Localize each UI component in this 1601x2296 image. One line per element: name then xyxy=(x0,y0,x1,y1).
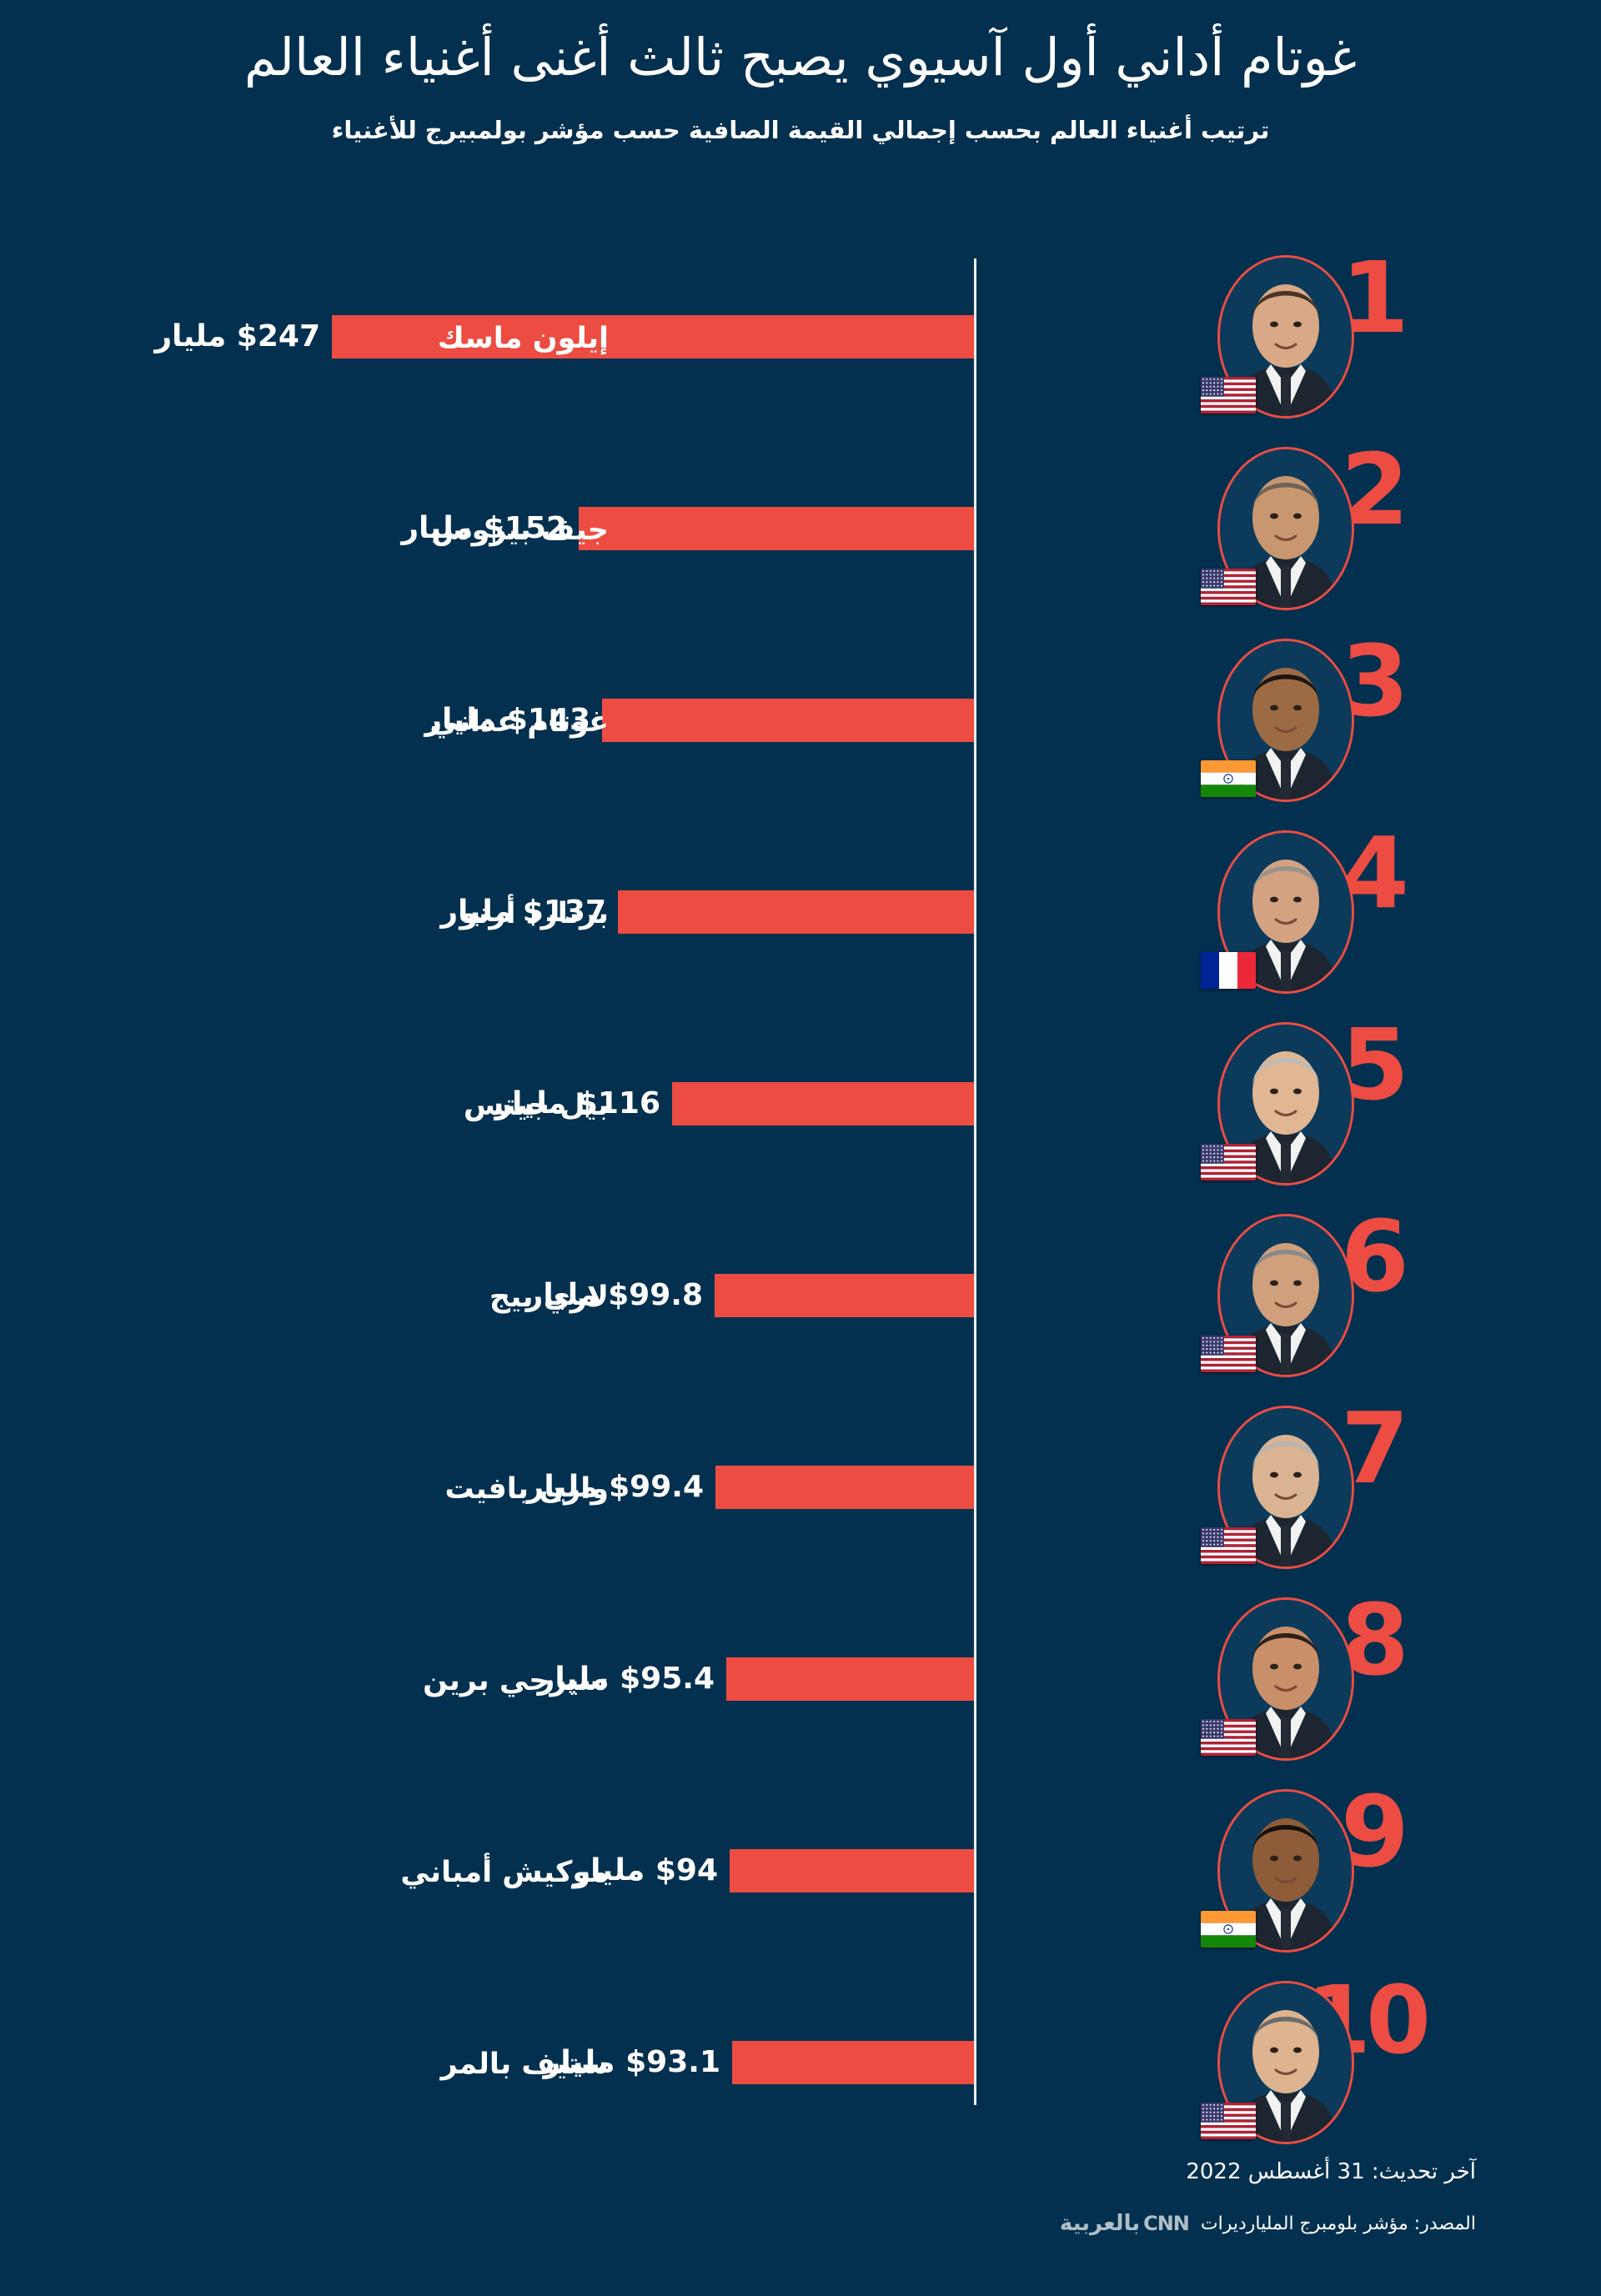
value-bar xyxy=(726,1657,974,1701)
portrait-larry-page xyxy=(1217,1214,1354,1377)
person-name: بيل جيتس xyxy=(463,1089,609,1122)
value-label: $137 مليار xyxy=(440,895,606,929)
person-name: جيف بيزوس xyxy=(431,514,609,547)
india-flag-icon xyxy=(1201,760,1256,797)
value-bar xyxy=(715,1466,974,1509)
value-bar xyxy=(602,699,974,742)
table-row: $99.4 مليار وارن بافيت 7 xyxy=(0,1399,1601,1592)
table-row: $93.1 مليار ستيف بالمر 10 xyxy=(0,1974,1601,2168)
portrait-group: 8 xyxy=(1192,1586,1409,1777)
bar-chart: $247 مليار إيلون ماسك 1 $152 مليار جيف بيزوس… xyxy=(0,248,1601,2144)
face-icon xyxy=(1220,449,1352,608)
value-bar xyxy=(579,507,974,550)
cnn-arabic-logo: CNN بالعربية xyxy=(1059,2211,1190,2236)
source-label: المصدر: مؤشر بلومبرج المليارديرات xyxy=(1200,2213,1476,2234)
cnn-logo-text: بالعربية xyxy=(1059,2211,1141,2236)
value-label: $152 مليار xyxy=(401,511,567,545)
portrait-group: 6 xyxy=(1192,1202,1409,1394)
us-flag-icon xyxy=(1201,1336,1256,1372)
portrait-elon-musk xyxy=(1217,255,1354,419)
header: غوتام أداني أول آسيوي يصبح ثالث أغنى أغن… xyxy=(0,0,1601,145)
bar-group: $143 مليار xyxy=(424,699,974,742)
us-flag-icon xyxy=(1201,1719,1256,1756)
person-name: إيلون ماسك xyxy=(437,322,609,355)
portrait-group: 10 xyxy=(1192,1969,1431,2161)
value-bar xyxy=(732,2041,974,2084)
portrait-group: 2 xyxy=(1192,435,1409,627)
value-bar xyxy=(730,1849,974,1892)
table-row: $137 مليار برنارد أرنو 4 xyxy=(0,824,1601,1017)
chart-axis-line xyxy=(974,258,976,2105)
bar-group: $99.8 مليار xyxy=(526,1274,974,1317)
table-row: $247 مليار إيلون ماسك 1 xyxy=(0,248,1601,442)
person-name: برنارد أرنو xyxy=(459,897,609,930)
portrait-group: 5 xyxy=(1192,1010,1409,1202)
face-icon xyxy=(1220,1025,1352,1183)
bar-group: $93.1 مليار xyxy=(544,2041,974,2084)
us-flag-icon xyxy=(1201,377,1256,414)
table-row: $94 مليار موكيش أمباني 9 xyxy=(0,1782,1601,1976)
bar-group: $152 مليار xyxy=(401,507,974,550)
us-flag-icon xyxy=(1201,1144,1256,1181)
bar-group: $137 مليار xyxy=(440,890,974,934)
value-label: $116 مليار xyxy=(494,1086,660,1120)
person-name: ستيف بالمر xyxy=(440,2048,609,2081)
value-bar xyxy=(715,1274,974,1317)
source-row: المصدر: مؤشر بلومبرج المليارديرات CNN با… xyxy=(1060,2211,1476,2236)
table-row: $152 مليار جيف بيزوس 2 xyxy=(0,440,1601,634)
table-row: $116 مليار بيل جيتس 5 xyxy=(0,1015,1601,1209)
last-updated: آخر تحديث: 31 أغسطس 2022 xyxy=(1186,2159,1476,2184)
cnn-logo-mark: CNN xyxy=(1143,2212,1190,2235)
person-name: لاري بيج xyxy=(489,1281,609,1314)
value-bar xyxy=(672,1082,974,1125)
table-row: $143 مليار غوتام عداني 3 xyxy=(0,632,1601,825)
portrait-group: 7 xyxy=(1192,1394,1409,1586)
portrait-group: 4 xyxy=(1192,819,1409,1010)
portrait-bill-gates xyxy=(1217,1022,1354,1186)
person-name: سيرجي برين xyxy=(423,1664,609,1697)
person-name: وارن بافيت xyxy=(444,1472,610,1506)
value-label: $99.4 مليار xyxy=(526,1470,704,1504)
portrait-group: 1 xyxy=(1192,243,1409,435)
portrait-group: 9 xyxy=(1192,1777,1409,1969)
value-label: $99.8 مليار xyxy=(525,1278,703,1312)
page-subtitle: ترتيب أغنياء العالم بحسب إجمالي القيمة ا… xyxy=(331,116,1270,145)
value-bar xyxy=(332,315,974,358)
us-flag-icon xyxy=(1201,2103,1256,2139)
person-name: موكيش أمباني xyxy=(400,1856,609,1889)
value-bar xyxy=(618,890,974,934)
france-flag-icon xyxy=(1201,952,1256,989)
page-title: غوتام أداني أول آسيوي يصبح ثالث أغنى أغن… xyxy=(243,27,1358,88)
bar-group: $94 مليار xyxy=(573,1849,974,1892)
table-row: $99.8 مليار لاري بيج 6 xyxy=(0,1207,1601,1401)
face-icon xyxy=(1220,1408,1352,1567)
india-flag-icon xyxy=(1201,1911,1256,1948)
value-label: $247 مليار xyxy=(154,319,320,353)
portrait-group: 3 xyxy=(1192,627,1409,819)
person-name: غوتام عداني xyxy=(429,705,609,739)
us-flag-icon xyxy=(1201,569,1256,605)
bar-group: $247 مليار xyxy=(154,315,974,358)
bar-group: $116 مليار xyxy=(494,1082,974,1125)
value-label: $143 مليار xyxy=(424,703,590,737)
value-label: $93.1 مليار xyxy=(543,2045,720,2079)
portrait-jeff-bezos xyxy=(1217,447,1354,610)
portrait-gautam-adani xyxy=(1217,639,1354,802)
us-flag-icon xyxy=(1201,1527,1256,1564)
value-label: $95.4 مليار xyxy=(537,1662,715,1696)
bar-group: $99.4 مليار xyxy=(527,1466,974,1509)
value-label: $94 مليار xyxy=(573,1853,718,1887)
table-row: $95.4 مليار سيرجي برين 8 xyxy=(0,1591,1601,1784)
bar-group: $95.4 مليار xyxy=(538,1657,974,1701)
